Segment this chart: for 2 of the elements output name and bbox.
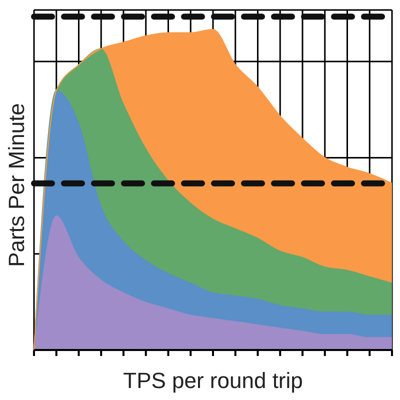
y-axis-title: Parts Per Minute [4, 103, 29, 267]
x-axis-title: TPS per round trip [123, 368, 303, 393]
